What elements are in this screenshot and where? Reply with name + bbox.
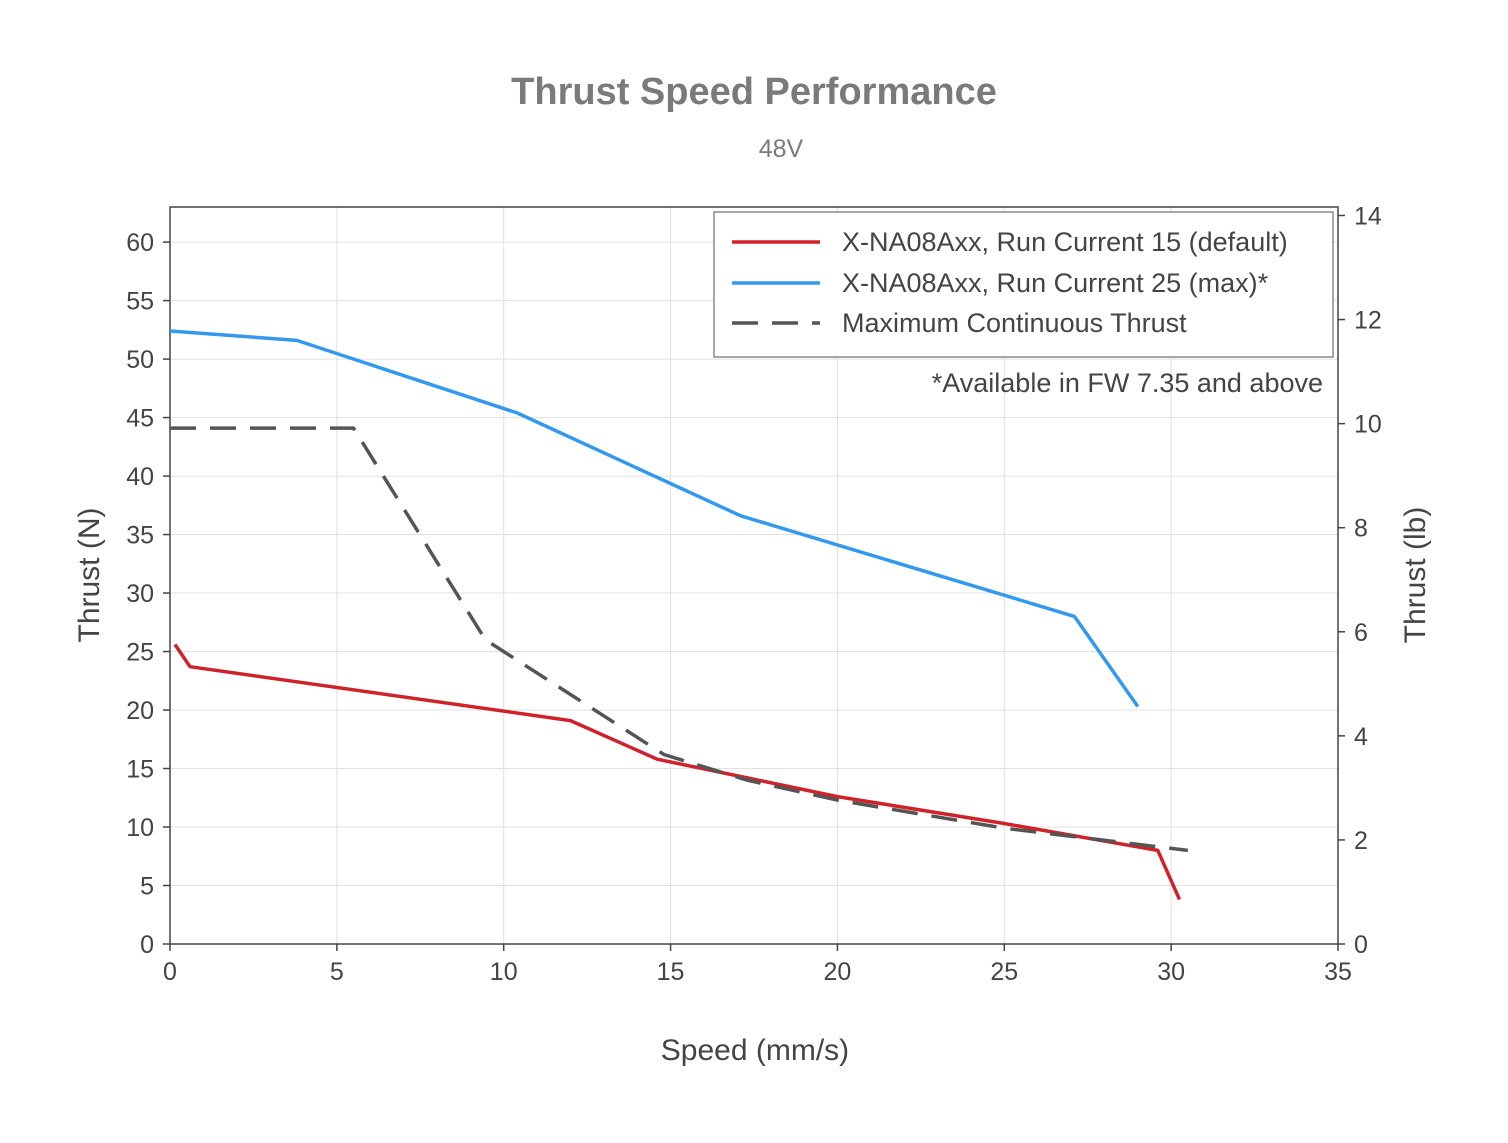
x-tick-label: 10 bbox=[490, 958, 518, 986]
firmware-note: *Available in FW 7.35 and above bbox=[932, 368, 1323, 398]
y-tick-label: 40 bbox=[126, 463, 154, 491]
x-tick-label: 0 bbox=[163, 958, 177, 986]
legend-label-run-current-25: X-NA08Axx, Run Current 25 (max)* bbox=[842, 268, 1269, 298]
axis-ticks: 0 5 10 15 20 25 30 3505101520253035404550556002… bbox=[126, 202, 1382, 986]
y-tick-label: 0 bbox=[140, 931, 154, 959]
y-right-tick-label: 2 bbox=[1354, 827, 1368, 855]
series-line-max-continuous bbox=[170, 426, 1189, 853]
y-tick-label: 10 bbox=[126, 814, 154, 842]
y-right-tick-label: 12 bbox=[1354, 307, 1382, 335]
legend-label-run-current-15: X-NA08Axx, Run Current 15 (default) bbox=[842, 227, 1288, 257]
y-tick-label: 35 bbox=[126, 522, 154, 550]
series-line-run-current-25 bbox=[169, 329, 1140, 708]
y-tick-label: 60 bbox=[126, 229, 154, 257]
chart-subtitle: 48V bbox=[759, 135, 804, 163]
x-tick-label: 35 bbox=[1324, 958, 1352, 986]
y-right-tick-label: 6 bbox=[1354, 619, 1368, 647]
x-tick-label: 30 bbox=[1157, 958, 1185, 986]
x-axis-label: Speed (mm/s) bbox=[661, 1034, 849, 1067]
y-tick-label: 5 bbox=[140, 873, 154, 901]
y-right-tick-label: 14 bbox=[1354, 202, 1382, 230]
y-tick-label: 15 bbox=[126, 756, 154, 784]
y-tick-label: 20 bbox=[126, 697, 154, 725]
y-axis-label: Thrust (N) bbox=[73, 508, 106, 643]
x-tick-label: 5 bbox=[330, 958, 344, 986]
y-right-tick-label: 8 bbox=[1354, 515, 1368, 543]
y-tick-label: 50 bbox=[126, 346, 154, 374]
y-tick-label: 55 bbox=[126, 288, 154, 316]
y-right-tick-label: 4 bbox=[1354, 723, 1368, 751]
legend: X-NA08Axx, Run Current 15 (default) X-NA… bbox=[713, 211, 1334, 358]
x-tick-label: 25 bbox=[990, 958, 1018, 986]
y-tick-label: 45 bbox=[126, 405, 154, 433]
chart-title: Thrust Speed Performance bbox=[511, 71, 997, 113]
y-tick-label: 25 bbox=[126, 639, 154, 667]
x-tick-label: 20 bbox=[824, 958, 852, 986]
y-axis-right-label: Thrust (lb) bbox=[1399, 507, 1432, 644]
plot-frame bbox=[169, 206, 1339, 945]
y-tick-label: 30 bbox=[126, 580, 154, 608]
y-right-tick-label: 0 bbox=[1354, 931, 1368, 959]
series-lines bbox=[169, 329, 1189, 901]
y-right-tick-label: 10 bbox=[1354, 411, 1382, 439]
x-tick-label: 15 bbox=[657, 958, 685, 986]
legend-label-max-continuous: Maximum Continuous Thrust bbox=[842, 308, 1187, 338]
